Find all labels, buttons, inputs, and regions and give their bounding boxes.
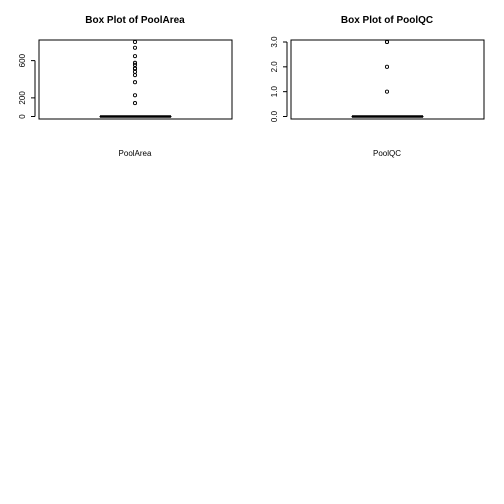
outlier-point — [132, 54, 138, 59]
outlier-point — [384, 89, 390, 94]
boxplot-marks — [99, 39, 172, 118]
y-axis: 0 200 600 — [18, 53, 36, 119]
y-tick-label: 1.0 — [270, 86, 279, 98]
plot-frame — [38, 39, 233, 120]
outlier-point — [384, 39, 390, 45]
boxplot-marks — [351, 39, 424, 118]
x-axis-label: PoolArea — [119, 149, 152, 158]
outlier-point — [132, 39, 138, 45]
y-tick-label: 0.0 — [270, 110, 279, 122]
outlier-point — [132, 80, 138, 85]
y-axis: 0.0 1.0 2.0 3.0 — [270, 36, 288, 122]
x-axis-label: PoolQC — [373, 149, 401, 158]
outlier-point — [132, 101, 138, 106]
chart-title: Box Plot of PoolArea — [85, 15, 185, 26]
plot-frame — [290, 39, 485, 120]
y-tick-label: 3.0 — [270, 36, 279, 48]
outlier-point — [384, 64, 390, 69]
boxplot-panel-poolarea: Box Plot of PoolArea PoolArea 0 200 600 — [18, 15, 233, 158]
y-tick-label: 2.0 — [270, 61, 279, 73]
outlier-point — [132, 62, 138, 67]
y-tick-label: 0 — [18, 114, 27, 119]
outlier-point — [132, 73, 138, 78]
boxplot-panel-poolqc: Box Plot of PoolQC PoolQC 0.0 1.0 2.0 3.0 — [270, 15, 485, 158]
outlier-point — [132, 93, 138, 98]
outlier-point — [132, 45, 138, 50]
outlier-point — [132, 60, 138, 65]
y-tick-label: 200 — [18, 91, 27, 105]
chart-title: Box Plot of PoolQC — [341, 15, 433, 26]
y-tick-label: 600 — [18, 53, 27, 67]
